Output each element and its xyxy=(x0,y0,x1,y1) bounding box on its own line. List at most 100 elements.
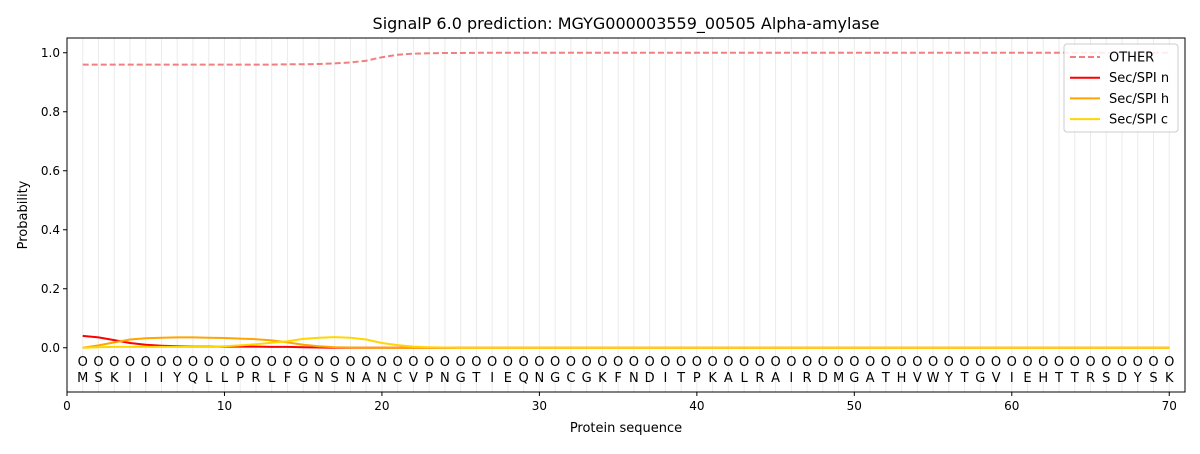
label-marker: O xyxy=(660,355,670,370)
residue-label: F xyxy=(284,371,291,386)
residue-label: R xyxy=(803,371,812,386)
label-marker: O xyxy=(109,355,119,370)
label-marker: O xyxy=(818,355,828,370)
residue-label: K xyxy=(708,371,717,386)
residue-label: V xyxy=(409,371,418,386)
residue-label: T xyxy=(960,371,969,386)
y-tick-label: 0.4 xyxy=(41,223,60,237)
residue-label: T xyxy=(881,371,890,386)
residue-label: I xyxy=(128,371,132,386)
label-marker: O xyxy=(125,355,135,370)
residue-label: C xyxy=(566,371,575,386)
label-marker: O xyxy=(1101,355,1111,370)
label-marker: O xyxy=(424,355,434,370)
label-marker: O xyxy=(645,355,655,370)
residue-label: K xyxy=(598,371,607,386)
label-marker: O xyxy=(471,355,481,370)
residue-label: I xyxy=(1010,371,1014,386)
label-marker: O xyxy=(582,355,592,370)
residue-label: K xyxy=(110,371,119,386)
residue-label: N xyxy=(346,371,356,386)
label-marker: O xyxy=(566,355,576,370)
label-marker: O xyxy=(1007,355,1017,370)
label-marker: O xyxy=(503,355,513,370)
label-marker: O xyxy=(676,355,686,370)
label-marker: O xyxy=(881,355,891,370)
label-marker: O xyxy=(172,355,182,370)
label-marker: O xyxy=(597,355,607,370)
label-marker: O xyxy=(314,355,324,370)
label-marker: O xyxy=(93,355,103,370)
label-marker: O xyxy=(786,355,796,370)
residue-label: Q xyxy=(188,371,198,386)
residue-label: I xyxy=(663,371,667,386)
residue-label: S xyxy=(94,371,102,386)
x-tick-label: 10 xyxy=(217,399,232,413)
label-marker: O xyxy=(692,355,702,370)
residue-label: G xyxy=(550,371,560,386)
residue-label: G xyxy=(849,371,859,386)
residue-label: A xyxy=(866,371,875,386)
label-marker: O xyxy=(991,355,1001,370)
y-tick-label: 0.6 xyxy=(41,164,60,178)
residue-label: A xyxy=(724,371,733,386)
residue-label: Y xyxy=(172,371,181,386)
residue-label: S xyxy=(331,371,339,386)
label-marker: O xyxy=(408,355,418,370)
label-marker: O xyxy=(896,355,906,370)
label-marker: O xyxy=(345,355,355,370)
label-marker: O xyxy=(361,355,371,370)
residue-label: R xyxy=(755,371,764,386)
legend-label: OTHER xyxy=(1109,51,1154,66)
residue-label: R xyxy=(251,371,260,386)
label-marker: O xyxy=(1022,355,1032,370)
x-axis-ticks: 0 10 20 30 40 50 60 70 xyxy=(63,392,1177,413)
label-marker: O xyxy=(755,355,765,370)
label-marker: O xyxy=(534,355,544,370)
label-marker: O xyxy=(298,355,308,370)
label-marker: O xyxy=(739,355,749,370)
residue-label: V xyxy=(913,371,922,386)
label-marker: O xyxy=(723,355,733,370)
label-marker: O xyxy=(613,355,623,370)
label-marker: O xyxy=(1070,355,1080,370)
legend-label: Sec/SPI c xyxy=(1109,113,1168,128)
residue-label: Y xyxy=(1133,371,1142,386)
residue-label: T xyxy=(1054,371,1063,386)
label-marker: O xyxy=(550,355,560,370)
label-marker: O xyxy=(1164,355,1174,370)
residue-label: I xyxy=(490,371,494,386)
label-marker: O xyxy=(78,355,88,370)
residue-label: W xyxy=(927,371,940,386)
series-line-0 xyxy=(82,51,1170,66)
x-tick-label: 70 xyxy=(1162,399,1177,413)
label-marker: O xyxy=(629,355,639,370)
residue-label: V xyxy=(992,371,1001,386)
residue-label: H xyxy=(897,371,907,386)
label-marker: O xyxy=(975,355,985,370)
y-tick-label: 1.0 xyxy=(41,46,60,60)
label-marker: O xyxy=(487,355,497,370)
residue-label: S xyxy=(1102,371,1110,386)
label-marker: O xyxy=(519,355,529,370)
residue-label: T xyxy=(471,371,480,386)
label-marker: O xyxy=(219,355,229,370)
residue-label: P xyxy=(425,371,433,386)
residue-label: M xyxy=(77,371,88,386)
x-tick-label: 60 xyxy=(1004,399,1019,413)
label-marker: O xyxy=(204,355,214,370)
label-marker: O xyxy=(267,355,277,370)
residue-label: G xyxy=(298,371,308,386)
label-marker: O xyxy=(912,355,922,370)
label-marker: O xyxy=(440,355,450,370)
residue-label: T xyxy=(676,371,685,386)
legend: OTHER Sec/SPI n Sec/SPI h Sec/SPI c xyxy=(1063,43,1179,133)
residue-label: K xyxy=(1165,371,1174,386)
y-tick-label: 0.0 xyxy=(41,341,60,355)
label-marker: O xyxy=(849,355,859,370)
label-marker: O xyxy=(1054,355,1064,370)
label-marker: O xyxy=(944,355,954,370)
label-marker: O xyxy=(770,355,780,370)
label-marker: O xyxy=(141,355,151,370)
